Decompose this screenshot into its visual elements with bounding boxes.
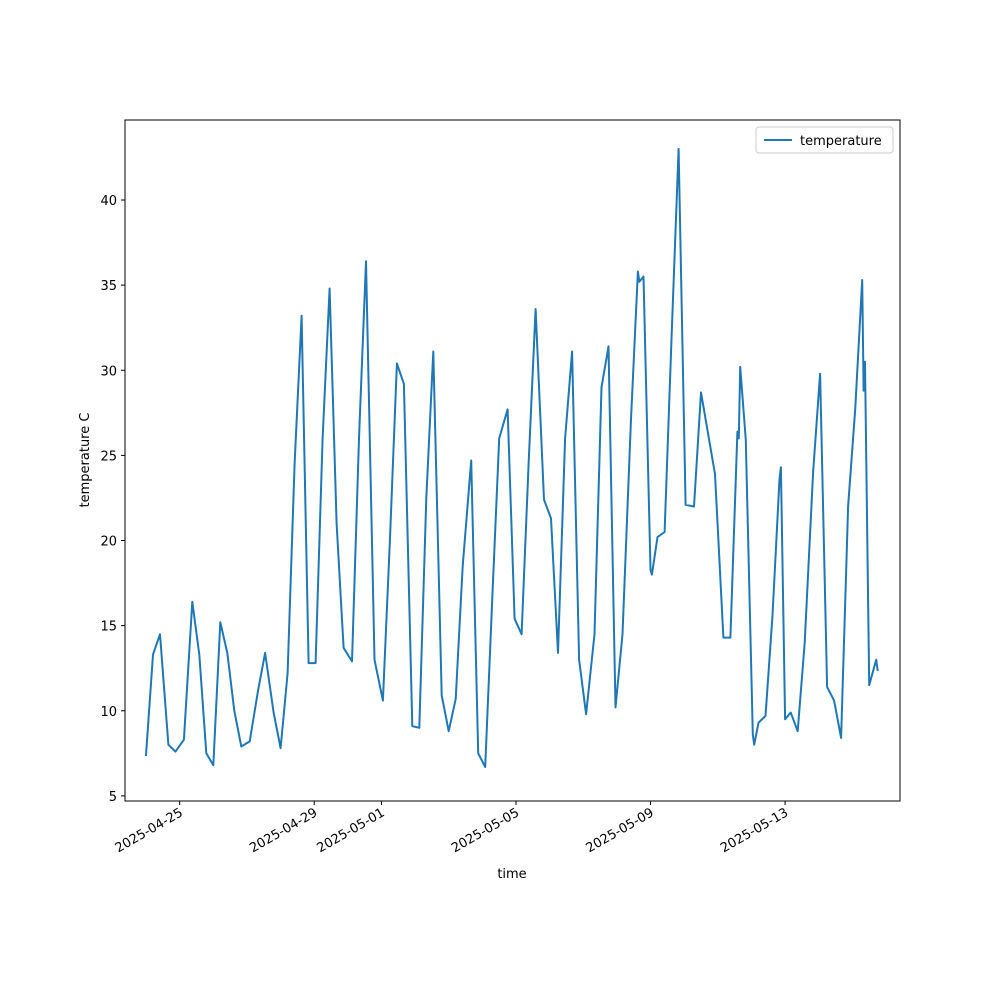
x-tick-label: 2025-05-01 (315, 805, 388, 856)
x-tick-label: 2025-05-09 (584, 805, 657, 856)
y-tick-label: 15 (100, 620, 117, 635)
x-tick-label: 2025-04-29 (247, 805, 320, 856)
x-tick-label: 2025-05-13 (718, 805, 791, 856)
y-tick-label: 10 (100, 705, 117, 720)
series-layer (144, 147, 879, 768)
y-axis-label: temperature C (78, 413, 93, 508)
y-tick-label: 25 (100, 449, 117, 464)
legend-label-temperature: temperature (800, 134, 882, 149)
y-tick-label: 35 (100, 279, 117, 294)
y-tick-label: 40 (100, 194, 117, 209)
y-tick-label: 30 (100, 364, 117, 379)
x-tick-label: 2025-05-05 (449, 805, 522, 856)
legend: temperature (755, 126, 894, 154)
x-axis-label: time (497, 867, 526, 882)
plot-area (125, 120, 900, 801)
x-tick-label: 2025-04-25 (113, 805, 186, 856)
y-tick-label: 20 (100, 535, 117, 550)
y-axis: 5 10 15 20 25 30 35 40 (100, 194, 125, 805)
plot-frame (124, 119, 901, 802)
series-line-temperature (144, 147, 879, 768)
legend-box (755, 126, 894, 154)
y-tick-label: 5 (109, 790, 117, 805)
